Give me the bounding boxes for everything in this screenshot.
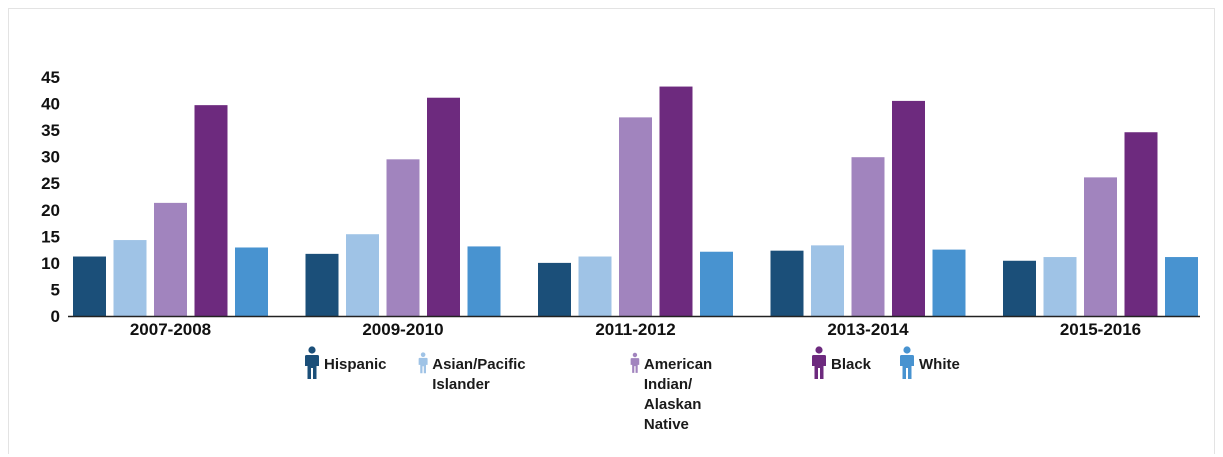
y-tick-label: 20 xyxy=(41,201,60,220)
bar-american-indian-alaskan-native-2011-2012 xyxy=(619,117,652,316)
bar-american-indian-alaskan-native-2015-2016 xyxy=(1084,177,1117,316)
person-icon xyxy=(812,346,826,379)
bar-hispanic-2015-2016 xyxy=(1003,260,1036,316)
x-axis: 2007-2008 2009-2010 2011-2012 2013-2014 2015… xyxy=(130,320,1141,339)
bar-white-2011-2012 xyxy=(700,251,733,316)
bar-asian-pacific-islander-2011-2012 xyxy=(578,256,612,316)
x-category-label: 2009-2010 xyxy=(362,320,443,339)
legend-label: Black xyxy=(831,356,872,373)
x-category-label: 2015-2016 xyxy=(1060,320,1141,339)
y-tick-label: 45 xyxy=(41,68,60,87)
legend-label: White xyxy=(919,356,960,373)
bar-hispanic-2011-2012 xyxy=(538,262,571,316)
y-tick-label: 10 xyxy=(41,254,60,273)
bar-american-indian-alaskan-native-2007-2008 xyxy=(154,202,187,316)
bar-american-indian-alaskan-native-2009-2010 xyxy=(386,159,420,316)
bar-black-2011-2012 xyxy=(659,86,693,316)
bar-asian-pacific-islander-2007-2008 xyxy=(113,240,147,316)
bar-hispanic-2013-2014 xyxy=(770,250,804,316)
legend-label: Hispanic xyxy=(324,356,387,373)
legend-label: American Indian/ Alaskan Native xyxy=(643,356,713,433)
y-tick-label: 0 xyxy=(51,307,60,326)
bar-asian-pacific-islander-2013-2014 xyxy=(811,245,844,316)
x-category-label: 2007-2008 xyxy=(130,320,211,339)
y-tick-label: 5 xyxy=(51,280,60,299)
bar-black-2015-2016 xyxy=(1124,132,1158,316)
person-icon xyxy=(305,346,319,379)
y-tick-label: 15 xyxy=(41,227,60,246)
bar-black-2013-2014 xyxy=(892,100,925,317)
bar-white-2013-2014 xyxy=(932,249,966,316)
legend-label: Asian/Pacific Islander xyxy=(432,356,526,393)
bar-black-2009-2010 xyxy=(427,97,460,316)
bar-white-2015-2016 xyxy=(1165,257,1198,316)
y-axis: 0 5 10 15 20 25 30 35 40 45 xyxy=(41,68,60,326)
person-icon xyxy=(900,346,914,379)
bar-white-2009-2010 xyxy=(467,246,501,316)
legend-item: Asian/Pacific Islander xyxy=(418,346,531,395)
bar-asian-pacific-islander-2015-2016 xyxy=(1043,257,1077,316)
bar-white-2007-2008 xyxy=(235,247,268,316)
person-icon xyxy=(630,352,640,373)
y-tick-label: 30 xyxy=(41,148,60,167)
y-tick-label: 40 xyxy=(41,95,60,114)
bar-american-indian-alaskan-native-2013-2014 xyxy=(851,157,885,316)
x-category-label: 2013-2014 xyxy=(827,320,909,339)
bar-hispanic-2009-2010 xyxy=(305,253,339,316)
bar-asian-pacific-islander-2009-2010 xyxy=(346,234,379,316)
legend-item: Hispanic xyxy=(304,346,387,380)
legend-item: American Indian/ Alaskan Native xyxy=(630,346,718,435)
legend-item: White xyxy=(899,346,960,380)
y-tick-label: 25 xyxy=(41,174,60,193)
x-category-label: 2011-2012 xyxy=(595,320,675,339)
y-tick-label: 35 xyxy=(41,121,60,140)
bar-black-2007-2008 xyxy=(194,105,228,316)
person-icon xyxy=(418,352,428,374)
bars xyxy=(73,86,1198,317)
bar-hispanic-2007-2008 xyxy=(73,256,106,316)
legend-item: Black xyxy=(811,346,871,380)
